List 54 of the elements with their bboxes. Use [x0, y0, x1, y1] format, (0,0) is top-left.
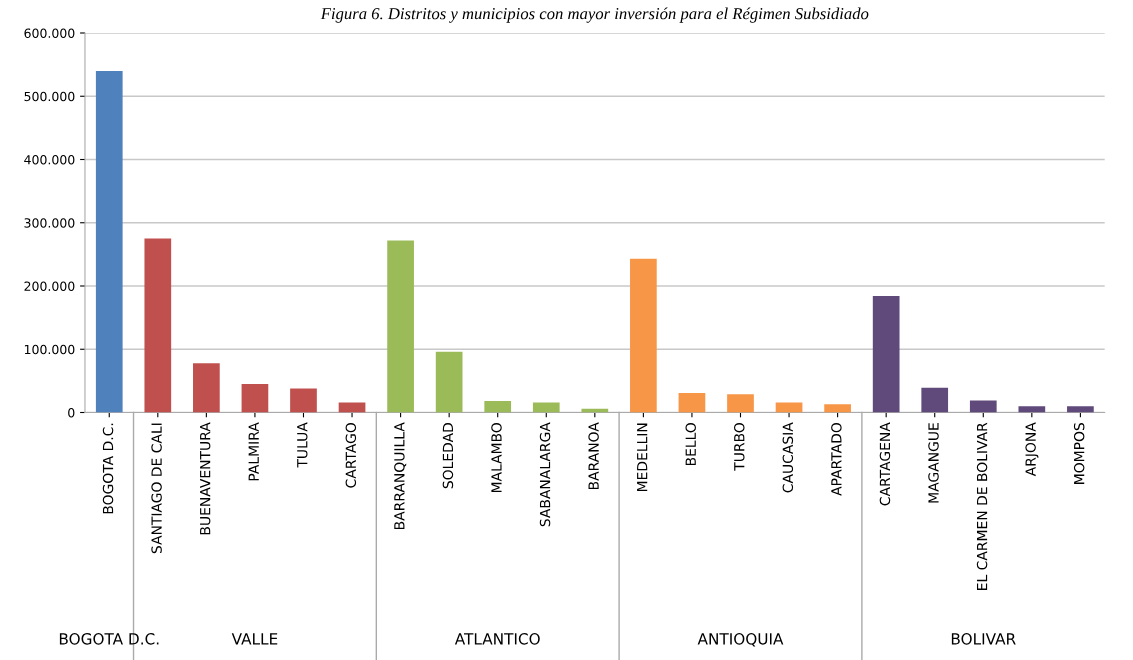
text: BOGOTA D.C.: [59, 633, 159, 645]
bar: [241, 384, 269, 413]
bar: [727, 394, 754, 413]
x-tick-label: BARRANQUILLA: [394, 422, 407, 530]
bar: [338, 402, 366, 413]
bar: [484, 401, 512, 413]
bar: [1018, 406, 1046, 413]
bar: [775, 402, 803, 413]
bar: [144, 238, 172, 413]
bar: [290, 388, 317, 413]
bar: [532, 402, 560, 413]
bar: [678, 392, 706, 413]
bar: [1067, 406, 1094, 413]
x-tick-label: SOLEDAD: [442, 423, 454, 489]
y-tick-label: 300.000: [24, 218, 75, 228]
text: BOLIVAR: [951, 633, 1016, 645]
text: VALLE: [231, 633, 278, 645]
x-tick-label: EL CARMEN DE BOLIVAR: [976, 422, 988, 590]
bar: [95, 70, 123, 413]
x-tick-label: TULUA: [297, 422, 308, 468]
y-tick-label: 100.000: [24, 344, 75, 355]
y-tick-label: 500.000: [24, 91, 75, 102]
x-tick-label: APARTADO: [831, 423, 842, 496]
x-tick-label: BELLO: [685, 423, 696, 466]
x-tick-label: MAGANGUE: [928, 423, 939, 503]
text: ATLANTICO: [454, 633, 540, 645]
x-tick-label: CARTAGENA: [879, 422, 891, 506]
x-tick-label: BOGOTA D.C.: [102, 423, 114, 514]
bar: [193, 363, 220, 413]
x-tick-label: TURBO: [734, 423, 745, 471]
chart-title: Figura 6. Distritos y municipios con mayor inversión para el Régimen Subsidiado: [320, 7, 869, 23]
y-tick-label: 200.000: [24, 281, 75, 291]
bar: [872, 296, 900, 413]
bar: [969, 400, 997, 413]
text: ANTIOQUIA: [697, 633, 784, 647]
y-tick-label: 600.000: [24, 28, 75, 38]
bar: [921, 387, 949, 413]
y-tick-label: 400.000: [24, 154, 75, 165]
y-tick-label: 0: [68, 407, 75, 418]
x-tick-label: MALAMBO: [491, 423, 502, 493]
x-tick-label: SABANALARGA: [539, 422, 551, 527]
x-tick-label: BARANOA: [588, 422, 599, 490]
x-tick-label: MOMPOS: [1073, 423, 1085, 484]
x-tick-label: ARJONA: [1025, 422, 1039, 477]
bar: [387, 240, 414, 413]
x-tick-label: CARTAGO: [345, 423, 357, 488]
x-tick-label: SANTIAGO DE CALI: [151, 423, 162, 554]
x-tick-label: MEDELLIN: [637, 423, 648, 492]
x-tick-label: CAUCASIA: [782, 422, 794, 493]
bar: [435, 351, 463, 413]
x-tick-label: BUENAVENTURA: [200, 422, 211, 535]
bar: [824, 404, 851, 413]
bar: [630, 258, 657, 413]
x-tick-label: PALMIRA: [248, 422, 259, 481]
